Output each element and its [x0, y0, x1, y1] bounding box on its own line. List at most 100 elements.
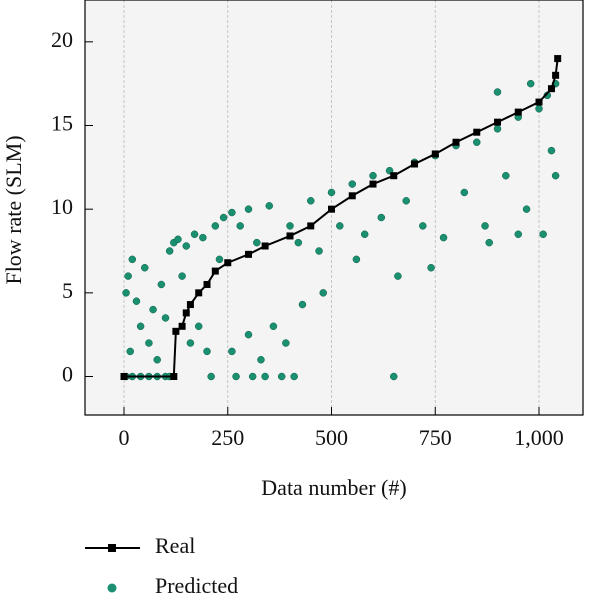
predicted-point [352, 255, 361, 264]
predicted-point [265, 202, 274, 210]
legend-label: Real [155, 533, 195, 558]
predicted-point [286, 222, 294, 230]
predicted-point [149, 305, 157, 314]
predicted-point [178, 272, 186, 280]
predicted-point [369, 171, 377, 180]
predicted-point [244, 330, 253, 339]
predicted-point [182, 242, 191, 250]
predicted-point [257, 356, 265, 364]
real-marker [224, 259, 232, 267]
predicted-point [219, 213, 228, 222]
real-marker [211, 267, 219, 275]
predicted-point [493, 88, 502, 96]
predicted-point [165, 247, 174, 255]
predicted-point [473, 138, 481, 146]
real-marker [328, 205, 336, 213]
predicted-point [248, 372, 257, 381]
predicted-point [203, 347, 211, 356]
real-marker [178, 322, 186, 330]
predicted-point [228, 208, 236, 217]
predicted-point [360, 230, 369, 239]
predicted-point [124, 272, 132, 280]
real-marker [547, 85, 555, 93]
real-marker [186, 301, 194, 309]
predicted-point [269, 322, 278, 331]
y-axis-label: Flow rate (SLM) [1, 135, 26, 284]
plot-frame [84, 0, 584, 416]
predicted-point [194, 322, 203, 331]
x-tick-label: 1,000 [514, 425, 564, 450]
x-tick-label: 250 [211, 425, 244, 450]
predicted-point [232, 372, 240, 381]
legend-label: Predicted [155, 573, 238, 598]
y-tick-label: 0 [62, 362, 73, 387]
predicted-point [141, 263, 149, 272]
predicted-point [315, 247, 323, 255]
predicted-point [199, 233, 207, 242]
predicted-point [253, 238, 261, 247]
predicted-point [390, 372, 398, 381]
predicted-point [336, 222, 344, 230]
predicted-point [522, 205, 531, 213]
predicted-point [493, 125, 502, 133]
predicted-point [327, 188, 336, 197]
predicted-point [539, 230, 547, 239]
predicted-point [481, 222, 489, 230]
predicted-point [132, 297, 141, 305]
predicted-point [236, 222, 244, 230]
real-marker [203, 280, 211, 288]
predicted-point [126, 347, 134, 356]
real-marker [473, 128, 481, 136]
y-tick-label: 10 [51, 194, 73, 219]
predicted-point [419, 222, 427, 230]
real-marker [552, 71, 560, 79]
predicted-point [307, 197, 315, 205]
real-marker [452, 138, 460, 146]
predicted-point [211, 222, 220, 230]
real-marker [245, 250, 253, 258]
real-marker [261, 242, 269, 250]
real-marker [369, 180, 377, 188]
predicted-point [282, 339, 290, 347]
real-line [124, 58, 559, 378]
predicted-point [551, 171, 560, 180]
predicted-point [145, 339, 153, 347]
real-marker [494, 118, 502, 126]
x-tick-label: 750 [419, 425, 452, 450]
real-marker [307, 222, 315, 230]
y-tick-label: 20 [51, 27, 73, 52]
predicted-point [319, 289, 327, 297]
real-marker [390, 172, 398, 180]
y-tick-label: 15 [51, 111, 73, 136]
predicted-point [277, 372, 286, 381]
predicted-point [190, 230, 199, 239]
real-marker [120, 373, 128, 381]
legend-marker [108, 544, 116, 552]
legend-marker [107, 583, 117, 593]
real-marker [514, 108, 522, 116]
real-marker [554, 55, 562, 63]
predicted-point [174, 235, 182, 244]
predicted-point [228, 347, 236, 356]
real-marker [411, 160, 419, 168]
predicted-point [402, 197, 410, 205]
predicted-point [294, 238, 303, 247]
predicted-point [290, 372, 298, 381]
predicted-point [244, 205, 253, 213]
real-marker [348, 192, 356, 200]
real-marker [535, 98, 543, 106]
predicted-point [128, 255, 137, 264]
x-axis-label: Data number (#) [261, 475, 406, 500]
predicted-point [377, 213, 386, 222]
x-tick-label: 0 [119, 425, 130, 450]
predicted-point [394, 272, 402, 280]
predicted-point [136, 322, 145, 331]
x-tick-label: 500 [315, 425, 348, 450]
predicted-point [535, 105, 543, 113]
predicted-point [439, 233, 448, 242]
predicted-point [298, 300, 307, 309]
predicted-point [348, 180, 357, 188]
predicted-point [502, 171, 510, 180]
y-tick-label: 5 [62, 278, 73, 303]
